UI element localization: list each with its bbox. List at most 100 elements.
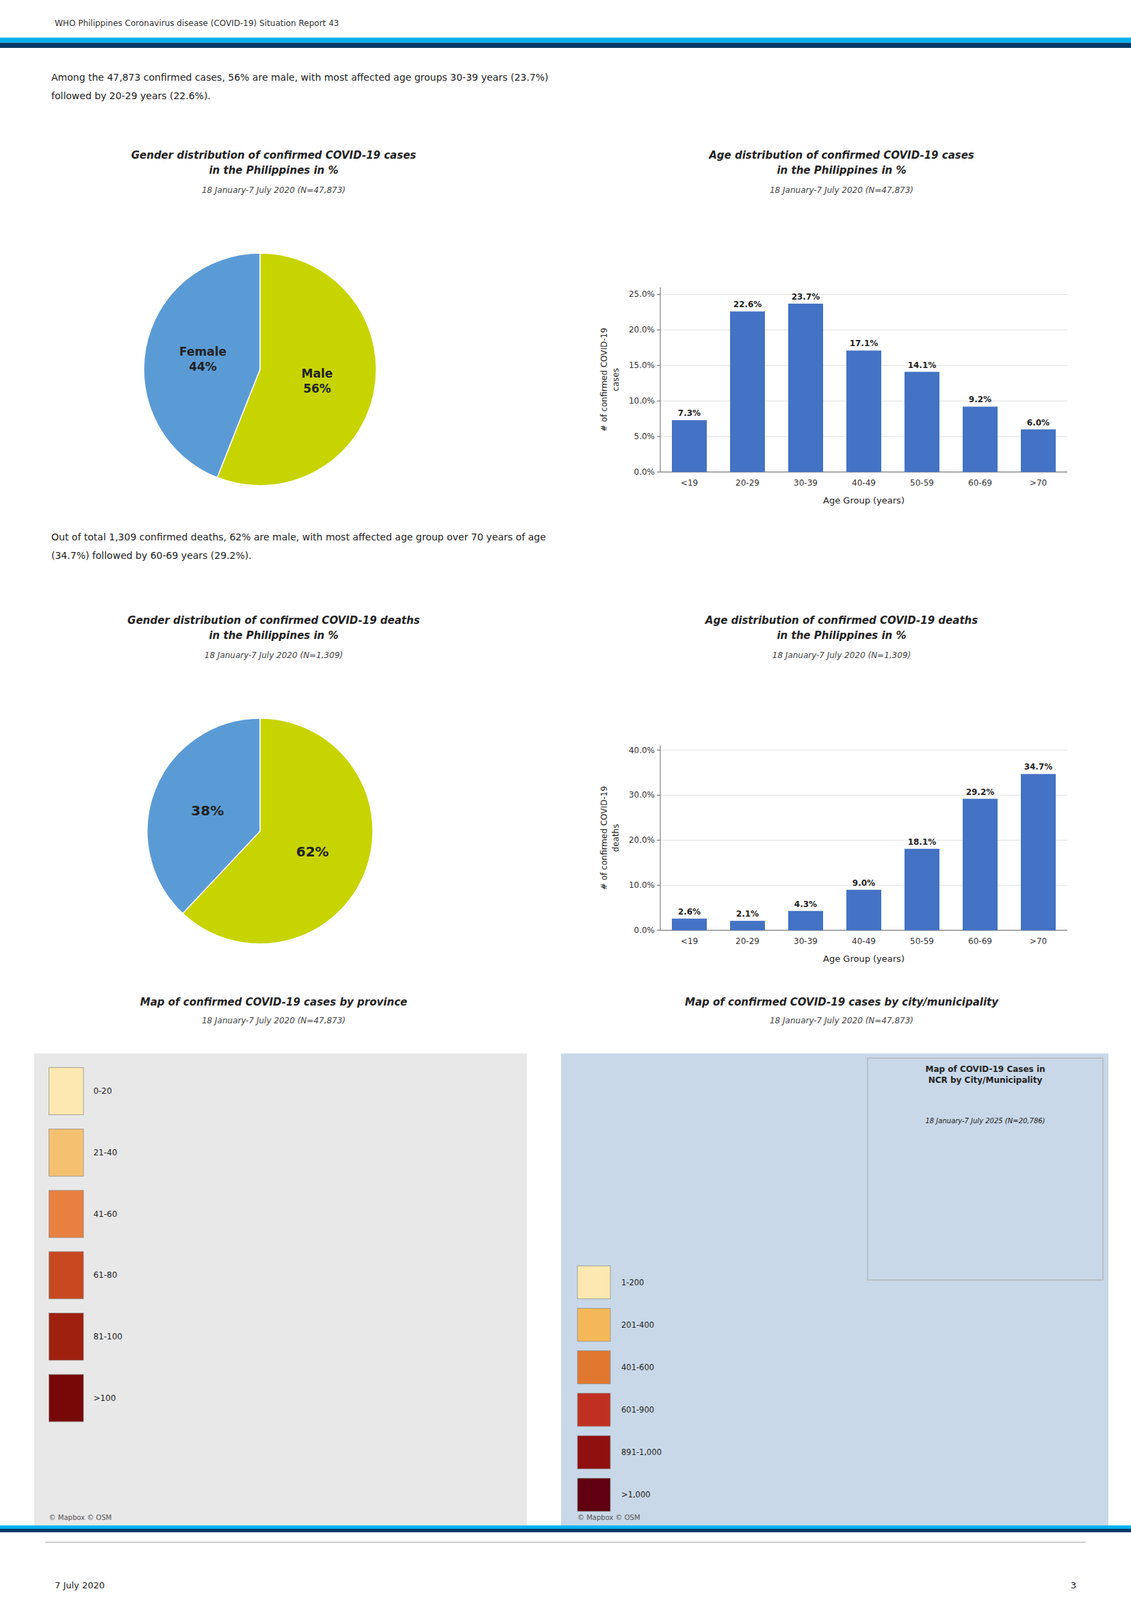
legend-label: 891-1,000 — [621, 1447, 662, 1458]
y-axis-line — [660, 287, 661, 473]
legend-swatch — [577, 1308, 611, 1342]
y-tick — [656, 329, 661, 331]
bar — [671, 420, 707, 473]
chart-title: Age distribution of confirmed COVID-19 c… — [708, 149, 975, 162]
pie-slice — [147, 718, 260, 914]
legend-label: >100 — [93, 1393, 116, 1404]
bar — [846, 350, 882, 473]
data-label: 2.6% — [678, 907, 701, 917]
legend-label: 21-40 — [93, 1148, 117, 1158]
y-tick — [656, 472, 661, 473]
x-tick-label: 50-59 — [910, 936, 934, 947]
data-label: 9.0% — [852, 878, 876, 889]
legend-swatch — [577, 1478, 611, 1512]
bar — [1020, 773, 1056, 931]
chart-title: in the Philippines in % — [208, 164, 338, 177]
x-axis-label: Age Group (years) — [823, 953, 905, 965]
chart-subtitle: 18 January-7 July 2020 (N=47,873) — [769, 185, 914, 195]
map-attribution: © Mapbox © OSM — [577, 1514, 641, 1522]
legend-label: 0-20 — [93, 1086, 112, 1097]
pie-value-label: 44% — [188, 359, 217, 374]
map: 0-2021-4041-6061-8081-100>100© Mapbox © … — [34, 1053, 527, 1526]
pie — [147, 718, 373, 945]
y-axis-label: cases — [611, 368, 621, 392]
pie-category-label: Male — [301, 366, 334, 381]
bar — [904, 849, 940, 931]
bar — [846, 890, 882, 931]
x-tick-label: 60-69 — [968, 936, 993, 947]
map-title: Map of confirmed COVID-19 cases by provi… — [140, 996, 408, 1009]
data-label: 29.2% — [966, 787, 995, 798]
bar — [730, 920, 765, 931]
chart-subtitle: 18 January-7 July 2020 (N=1,309) — [772, 650, 911, 661]
grid-line — [660, 294, 1068, 295]
legend-swatch — [49, 1068, 84, 1116]
legend-swatch — [49, 1128, 84, 1177]
inset-title: Map of COVID-19 Cases in — [925, 1064, 1045, 1075]
footer-date: 7 July 2020 — [54, 1580, 105, 1591]
bar — [1020, 429, 1056, 473]
map-inset — [867, 1058, 1103, 1281]
y-axis-label: # of confirmed COVID-19 — [599, 786, 609, 891]
bar — [904, 372, 940, 473]
x-tick-label: 20-29 — [735, 478, 760, 488]
y-axis-line — [660, 745, 661, 931]
bar — [788, 303, 824, 473]
y-tick — [656, 365, 661, 367]
y-tick — [656, 749, 661, 751]
pie-slice — [143, 253, 260, 478]
chart-subtitle: 18 January-7 July 2020 (N=47,873) — [201, 185, 346, 195]
pie-value-label: 38% — [190, 802, 224, 819]
axes: 0.0%10.0%20.0%30.0%40.0%<1920-2930-3940-… — [628, 745, 1068, 947]
y-tick — [656, 795, 661, 796]
legend-label: 201-400 — [621, 1320, 655, 1331]
y-tick-label: 15.0% — [628, 360, 655, 371]
y-tick-label: 10.0% — [628, 396, 655, 406]
grid-line — [660, 840, 1068, 841]
y-tick — [656, 885, 661, 887]
inset-title: NCR by City/Municipality — [928, 1075, 1043, 1086]
map-background — [34, 1053, 527, 1526]
x-tick-label: <19 — [680, 478, 698, 488]
x-tick-label: 40-49 — [851, 478, 876, 488]
data-label: 2.1% — [736, 909, 759, 919]
chart-title: Age distribution of confirmed COVID-19 d… — [704, 614, 978, 627]
y-axis-label: # of confirmed COVID-19 — [599, 327, 609, 432]
page: WHO Philippines Coronavirus disease (COV… — [0, 0, 1131, 1600]
data-label: 22.6% — [733, 299, 763, 310]
y-axis-label: deaths — [611, 824, 621, 853]
y-tick-label: 25.0% — [628, 289, 655, 299]
y-tick-label: 20.0% — [628, 835, 655, 845]
legend-swatch — [49, 1252, 84, 1300]
legend-swatch — [49, 1190, 84, 1238]
legend-label: 601-900 — [621, 1405, 655, 1415]
x-tick-label: 30-39 — [793, 936, 818, 947]
x-tick-label: 20-29 — [735, 936, 760, 947]
map-subtitle: 18 January-7 July 2020 (N=47,873) — [769, 1016, 914, 1026]
data-label: 17.1% — [849, 338, 879, 349]
pie-value-label: 62% — [296, 843, 330, 861]
intro-text: (34.7%) followed by 60-69 years (29.2%). — [51, 550, 252, 562]
x-tick-label: <19 — [680, 936, 698, 947]
data-label: 34.7% — [1024, 762, 1053, 772]
header-band-bottom — [0, 43, 1131, 49]
page-background — [0, 0, 1131, 1600]
data-label: 18.1% — [907, 837, 937, 848]
data-label: 4.3% — [794, 899, 817, 910]
pie-value-label: 56% — [303, 381, 332, 396]
footer-rule — [45, 1542, 1086, 1543]
y-tick — [656, 840, 661, 841]
x-axis-label: Age Group (years) — [823, 495, 905, 506]
pie — [143, 253, 377, 486]
legend-swatch — [49, 1313, 84, 1361]
chart-title: in the Philippines in % — [776, 629, 906, 642]
intro-text: Out of total 1,309 confirmed deaths, 62%… — [51, 531, 546, 543]
legend-label: 81-100 — [93, 1332, 123, 1342]
footer-band-top — [0, 1525, 1131, 1530]
legend-label: 41-60 — [93, 1209, 117, 1220]
x-tick-label: 40-49 — [851, 936, 876, 947]
legend-swatch — [577, 1393, 611, 1427]
axes: 0.0%5.0%10.0%15.0%20.0%25.0%<1920-2930-3… — [628, 287, 1068, 488]
legend-swatch — [49, 1374, 84, 1422]
grid-line — [660, 749, 1068, 751]
